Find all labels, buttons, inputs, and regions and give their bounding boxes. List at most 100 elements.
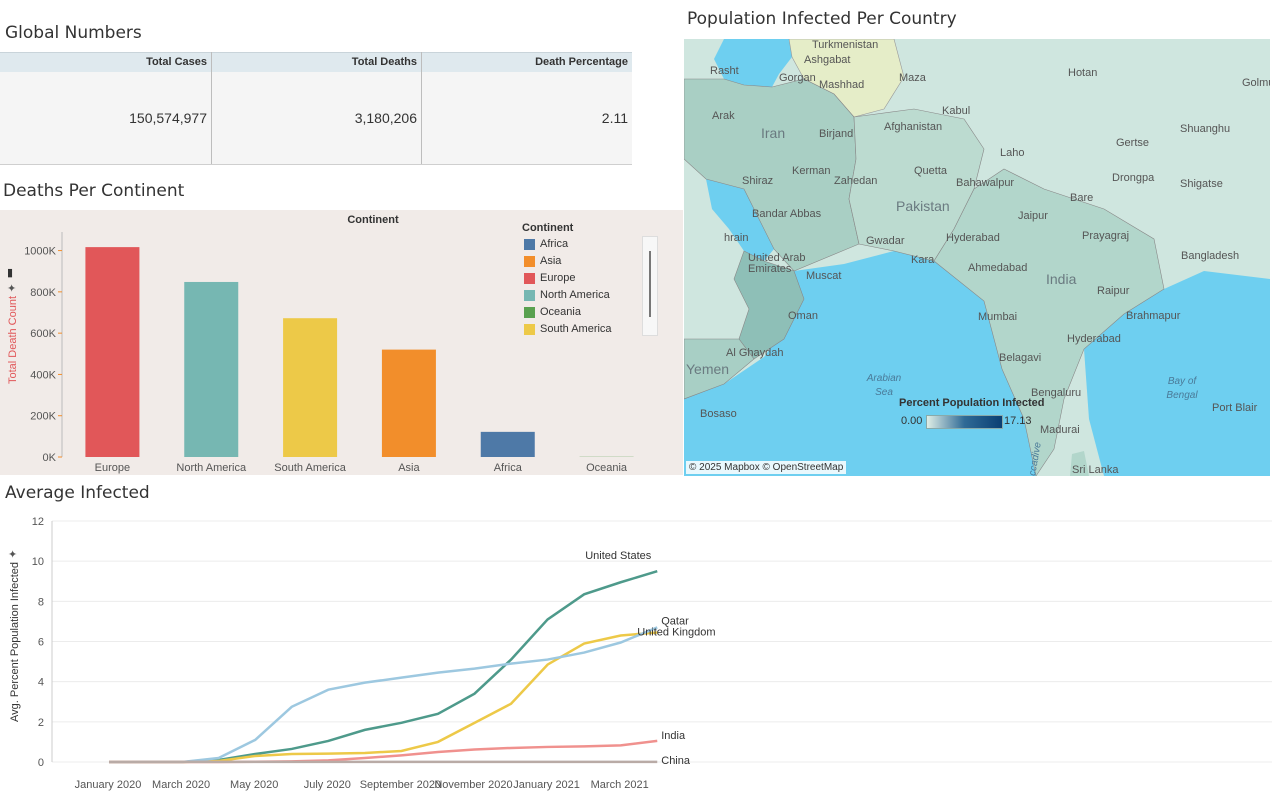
bar-south-america[interactable] (283, 318, 337, 457)
map-label-shiraz: Shiraz (742, 175, 773, 187)
map-label-arak: Arak (712, 110, 735, 122)
total-deaths-header: Total Deaths (352, 56, 417, 68)
total-cases-column[interactable]: Total Cases 150,574,977 (0, 52, 212, 164)
line-x-tick-label: January 2020 (75, 779, 142, 791)
map-label-kerman: Kerman (792, 165, 831, 177)
series-label: India (661, 730, 686, 742)
map-label-iran: Iran (761, 125, 785, 141)
legend-item-africa[interactable]: Africa (524, 238, 568, 250)
deaths-per-continent-title: Deaths Per Continent (3, 181, 184, 201)
map-label-hotan: Hotan (1068, 67, 1097, 79)
total-cases-header: Total Cases (146, 56, 207, 68)
population-infected-map[interactable]: Turkmenistan Ashgabat Rasht Gorgan Mashh… (684, 39, 1270, 476)
line-x-tick-label: September 2020 (360, 779, 441, 791)
legend-item-europe[interactable]: Europe (524, 272, 575, 284)
map-label-port-blair: Port Blair (1212, 402, 1257, 414)
death-percentage-value: 2.11 (602, 110, 628, 126)
legend-swatch (524, 273, 535, 284)
pin-icon[interactable]: ✦ (7, 282, 16, 295)
map-label-mumbai: Mumbai (978, 311, 1017, 323)
population-map-title: Population Infected Per Country (687, 9, 957, 29)
map-label-hyderabad-in: Hyderabad (1067, 333, 1121, 345)
bar-x-tick-label: North America (176, 462, 247, 474)
map-label-zahedan: Zahedan (834, 175, 877, 187)
map-label-raipur: Raipur (1097, 285, 1129, 297)
legend-swatch (524, 239, 535, 250)
line-x-tick-label: July 2020 (304, 779, 351, 791)
map-legend-min: 0.00 (901, 415, 922, 427)
map-label-rasht: Rasht (710, 65, 739, 77)
bar-y-tick-label: 200K (30, 411, 56, 423)
map-attribution[interactable]: © 2025 Mapbox © OpenStreetMap (686, 461, 846, 474)
bar-y-tick-label: 800K (30, 287, 56, 299)
map-label-golmud: Golmu (1242, 77, 1270, 89)
series-line-qatar[interactable] (109, 632, 657, 762)
legend-item-asia[interactable]: Asia (524, 255, 561, 267)
map-label-bahrain: hrain (724, 232, 748, 244)
map-label-birjand: Birjand (819, 128, 853, 140)
legend-swatch (524, 307, 535, 318)
map-label-uae: United Arab Emirates (748, 253, 808, 275)
map-label-bosaso: Bosaso (700, 408, 737, 420)
legend-scrollbar[interactable] (642, 236, 658, 336)
map-label-mazar: Maza (899, 72, 926, 84)
map-label-afghanistan: Afghanistan (884, 121, 942, 133)
total-deaths-column[interactable]: Total Deaths 3,180,206 (212, 52, 422, 164)
legend-label: Europe (540, 272, 575, 284)
series-line-united-states[interactable] (109, 571, 657, 762)
map-label-quetta: Quetta (914, 165, 947, 177)
map-label-hyderabad-pk: Hyderabad (946, 232, 1000, 244)
bar-africa[interactable] (481, 432, 535, 457)
legend-swatch (524, 256, 535, 267)
legend-label: Africa (540, 238, 568, 250)
map-label-ashgabat: Ashgabat (804, 54, 850, 66)
continent-legend-title: Continent (522, 222, 573, 234)
bar-y-axis-title: Total Death Count (7, 296, 19, 384)
map-label-belagavi: Belagavi (999, 352, 1041, 364)
bar-asia[interactable] (382, 350, 436, 457)
chart-toolbar-icon[interactable]: ▮ (7, 266, 13, 279)
line-y-tick-label: 8 (38, 596, 44, 608)
map-label-india: India (1046, 271, 1076, 287)
map-label-arabian-sea: Arabian Sea (864, 372, 904, 400)
legend-item-south-america[interactable]: South America (524, 323, 612, 335)
line-x-tick-label: January 2021 (513, 779, 580, 791)
legend-label: North America (540, 289, 610, 301)
bar-europe[interactable] (85, 247, 139, 457)
legend-label: Oceania (540, 306, 581, 318)
line-y-tick-label: 10 (32, 556, 44, 568)
map-label-al-ghaydah: Al Ghaydah (726, 347, 783, 359)
legend-item-oceania[interactable]: Oceania (524, 306, 581, 318)
series-label: China (661, 755, 691, 767)
line-y-axis-title: Avg. Percent Population Infected (9, 562, 21, 722)
bar-y-tick-label: 600K (30, 328, 56, 340)
bar-north-america[interactable] (184, 282, 238, 457)
line-chart-svg: Avg. Percent Population Infected02468101… (0, 510, 1280, 800)
map-label-turkmenistan: Turkmenistan (812, 39, 878, 51)
global-numbers-table: Total Cases 150,574,977 Total Deaths 3,1… (0, 52, 632, 164)
map-legend-max: 17.13 (1004, 415, 1032, 427)
map-label-gorgan: Gorgan (779, 72, 816, 84)
line-x-tick-label: November 2020 (434, 779, 512, 791)
pin-icon[interactable]: ✦ (8, 548, 17, 561)
legend-item-north-america[interactable]: North America (524, 289, 610, 301)
map-label-shuanghu: Shuanghu (1180, 123, 1230, 135)
map-label-brahmapur: Brahmapur (1126, 310, 1180, 322)
map-label-pakistan: Pakistan (896, 198, 950, 214)
line-y-tick-label: 6 (38, 637, 44, 649)
series-label: United States (585, 550, 652, 562)
death-percentage-column[interactable]: Death Percentage 2.11 (422, 52, 632, 164)
map-legend-gradient (926, 415, 1003, 429)
map-label-yemen: Yemen (686, 361, 729, 377)
legend-swatch (524, 324, 535, 335)
series-label: United Kingdom (637, 626, 715, 638)
legend-scrollbar-thumb[interactable] (649, 251, 651, 317)
line-y-tick-label: 2 (38, 717, 44, 729)
bar-x-tick-label: South America (274, 462, 346, 474)
line-y-tick-label: 0 (38, 757, 44, 769)
bar-y-tick-label: 0K (43, 452, 57, 464)
bar-x-tick-label: Asia (398, 462, 420, 474)
